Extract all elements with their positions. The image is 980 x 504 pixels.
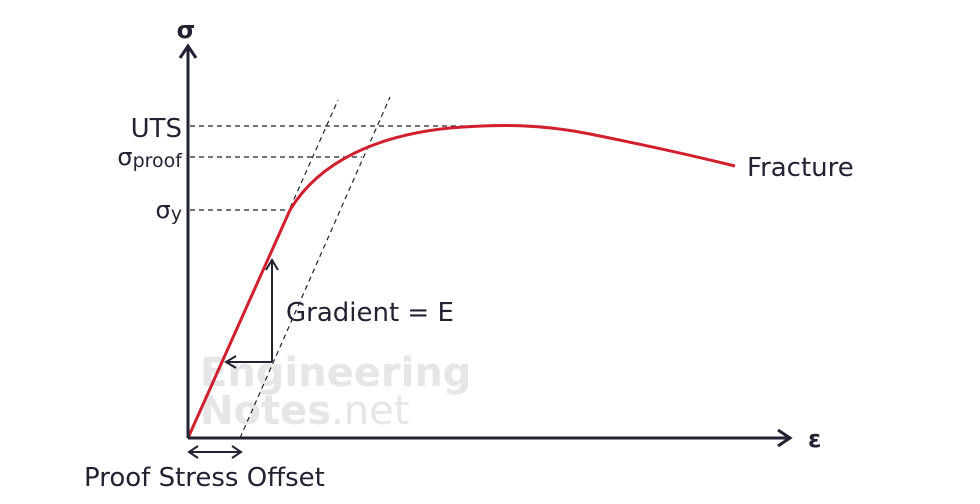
x-axis (188, 428, 793, 448)
offset-line (239, 96, 391, 439)
gradient-label: Gradient = E (286, 298, 454, 328)
y-axis (178, 43, 198, 438)
watermark-line1: Engineering (200, 350, 471, 396)
watermark: Engineering Notes.net (200, 350, 471, 434)
uts-label: UTS (131, 114, 182, 144)
offset-label: Proof Stress Offset (84, 463, 325, 493)
y-axis-label: σ (177, 16, 196, 44)
yield-label: σy (156, 196, 182, 225)
x-axis-label: ε (808, 425, 821, 453)
watermark-rest: .net (331, 388, 409, 434)
proof-subscript: proof (133, 150, 184, 172)
proof-symbol: σ (117, 143, 132, 171)
yield-subscript: y (171, 203, 182, 225)
stress-strain-curve (186, 124, 736, 439)
yield-symbol: σ (156, 196, 171, 224)
proof-label: σproof (117, 143, 183, 172)
fracture-label: Fracture (747, 153, 854, 183)
gradient-triangle (224, 258, 279, 369)
watermark-line2: Notes.net (200, 388, 409, 434)
offset-arrow (187, 445, 243, 459)
watermark-bold: Notes (200, 388, 331, 434)
